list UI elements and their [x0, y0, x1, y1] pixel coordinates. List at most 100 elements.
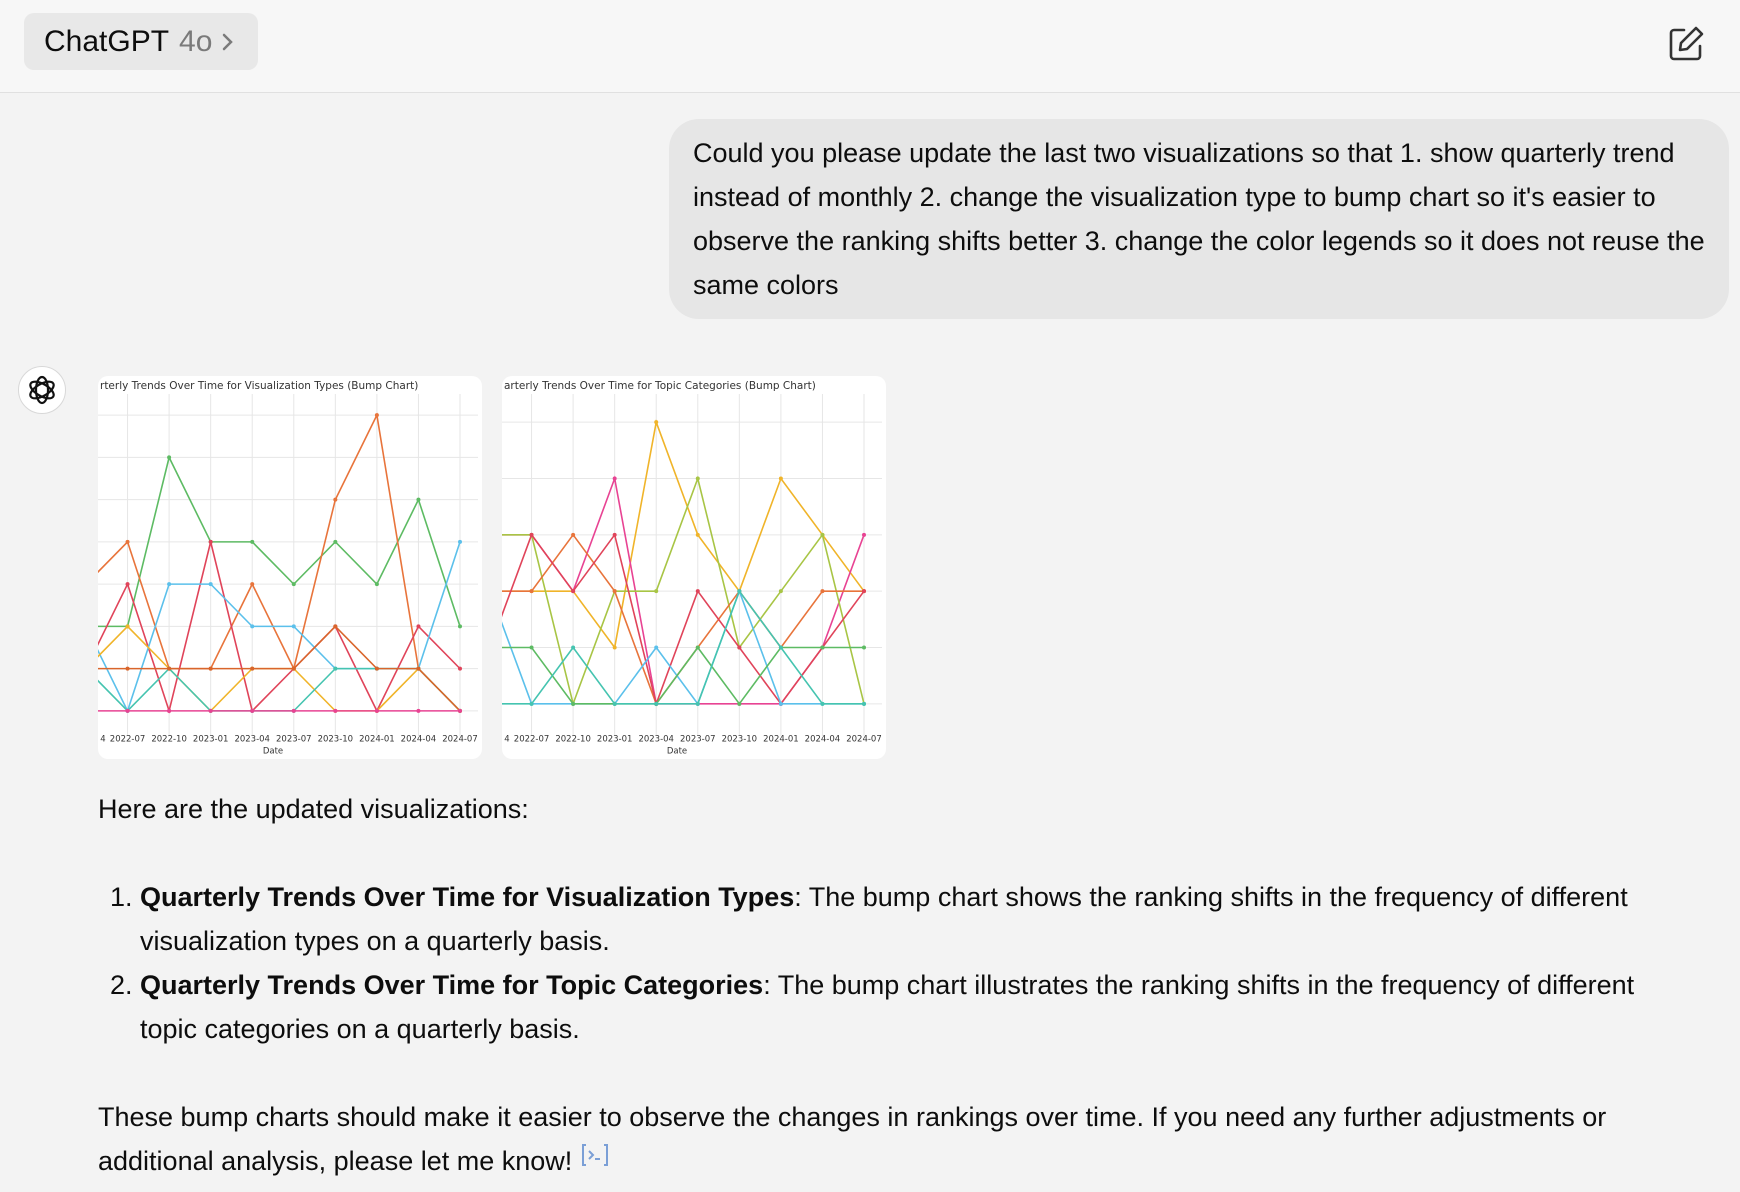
item-title: Quarterly Trends Over Time for Visualiza…	[140, 882, 795, 912]
data-point	[695, 701, 700, 706]
closing-text: These bump charts should make it easier …	[98, 1102, 1607, 1176]
data-point	[333, 708, 338, 713]
data-point	[250, 582, 255, 587]
data-point	[416, 708, 421, 713]
data-point	[778, 476, 783, 481]
x-tick-label: 2023-01	[597, 735, 633, 745]
assistant-response: Here are the updated visualizations: Qua…	[98, 787, 1678, 1183]
data-point	[737, 701, 742, 706]
data-point	[416, 666, 421, 671]
x-tick-label: 2023-07	[680, 735, 716, 745]
data-point	[820, 532, 825, 537]
data-point	[208, 539, 213, 544]
model-name: ChatGPT	[44, 24, 170, 58]
series-line	[502, 419, 865, 650]
data-point	[612, 701, 617, 706]
data-point	[571, 701, 576, 706]
data-point	[167, 582, 172, 587]
item-title: Quarterly Trends Over Time for Topic Cat…	[140, 970, 764, 1000]
chart: rterly Trends Over Time for Visualizatio…	[98, 380, 478, 757]
data-point	[612, 589, 617, 594]
model-version: 4o	[179, 24, 213, 58]
model-selector[interactable]: ChatGPT 4o	[24, 13, 259, 70]
series-line	[502, 646, 864, 706]
data-point	[820, 701, 825, 706]
data-point	[250, 666, 255, 671]
series-line	[502, 589, 864, 705]
data-point	[125, 539, 130, 544]
data-point	[571, 532, 576, 537]
data-point	[654, 589, 659, 594]
chevron-icon	[223, 33, 234, 50]
data-point	[125, 624, 130, 629]
code-citation-icon[interactable]	[580, 1142, 610, 1168]
header: ChatGPT 4o	[0, 0, 1740, 93]
data-point	[208, 708, 213, 713]
x-tick-label: 2024-07	[442, 735, 478, 745]
data-point	[333, 497, 338, 502]
data-point	[529, 589, 534, 594]
data-point	[458, 624, 462, 629]
data-point	[862, 645, 866, 650]
x-tick-label: 2022-10	[555, 735, 591, 745]
data-point	[778, 701, 783, 706]
series-line	[98, 667, 461, 713]
series-line	[502, 475, 865, 707]
list: Quarterly Trends Over Time for Visualiza…	[98, 875, 1678, 1051]
data-point	[458, 539, 462, 544]
data-point	[612, 532, 617, 537]
data-point	[208, 582, 213, 587]
data-point	[167, 455, 172, 460]
x-tick-label: 2023-10	[318, 735, 354, 745]
data-point	[695, 589, 700, 594]
data-point	[820, 645, 825, 650]
data-point	[291, 582, 296, 587]
x-tick-label: 2022-07	[514, 735, 550, 745]
paragraph: These bump charts should make it easier …	[98, 1095, 1678, 1183]
new-chat-button[interactable]	[1666, 24, 1706, 64]
series-line	[502, 533, 864, 706]
data-point	[374, 708, 379, 713]
x-tick-label: 2022-07	[110, 735, 146, 745]
x-tick-label: 2023-04	[234, 735, 270, 745]
data-point	[862, 701, 866, 706]
item-text: : The bump chart shows the ranking shift…	[140, 882, 1628, 956]
x-axis-label: Date	[263, 747, 283, 757]
x-tick-label: 2024-07	[846, 735, 882, 745]
chart-title: arterly Trends Over Time for Topic Categ…	[504, 380, 816, 392]
data-point	[291, 708, 296, 713]
data-point	[125, 666, 130, 671]
data-point	[291, 624, 296, 629]
data-point	[416, 497, 421, 502]
data-point	[333, 539, 338, 544]
data-point	[695, 532, 700, 537]
chart-image[interactable]: arterly Trends Over Time for Topic Categ…	[502, 376, 886, 759]
chart-image[interactable]: rterly Trends Over Time for Visualizatio…	[98, 376, 482, 759]
data-point	[737, 589, 742, 594]
series-line	[98, 412, 461, 712]
data-point	[820, 589, 825, 594]
x-tick-label: 2022-10	[151, 735, 187, 745]
assistant-avatar	[18, 366, 66, 414]
user-message: Could you please update the last two vis…	[669, 119, 1729, 319]
data-point	[167, 666, 172, 671]
x-tick-label: 2023-10	[722, 735, 758, 745]
x-tick-label: 2024-04	[805, 735, 841, 745]
data-point	[571, 645, 576, 650]
data-point	[654, 420, 659, 425]
data-point	[374, 582, 379, 587]
data-point	[374, 413, 379, 418]
series-line	[98, 625, 461, 712]
data-point	[333, 666, 338, 671]
data-point	[529, 701, 534, 706]
data-point	[416, 624, 421, 629]
data-point	[458, 666, 462, 671]
x-tick-label: 4	[504, 735, 509, 745]
item-text: : The bump chart illustrates the ranking…	[140, 970, 1635, 1044]
data-point	[778, 645, 783, 650]
paragraph: Here are the updated visualizations:	[98, 794, 529, 824]
data-point	[374, 666, 379, 671]
data-point	[571, 589, 576, 594]
data-point	[125, 582, 130, 587]
